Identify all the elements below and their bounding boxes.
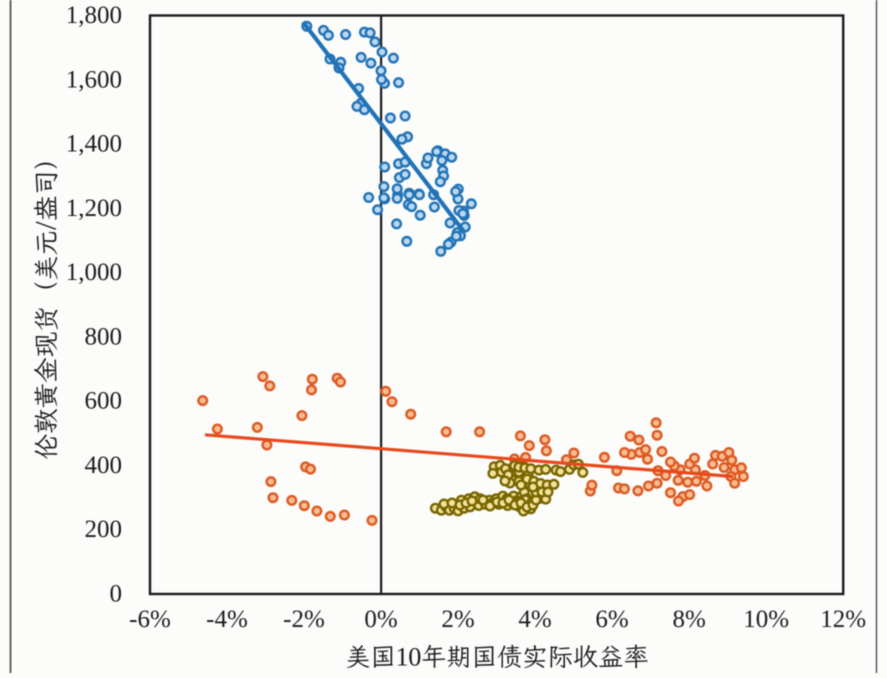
svg-text:1,400: 1,400 — [66, 131, 122, 158]
svg-text:-6%: -6% — [129, 606, 171, 633]
svg-text:10%: 10% — [743, 606, 789, 633]
svg-text:4%: 4% — [518, 606, 551, 633]
svg-text:800: 800 — [85, 323, 123, 350]
svg-text:600: 600 — [85, 388, 123, 415]
svg-text:0: 0 — [408, 643, 421, 672]
svg-text:0%: 0% — [364, 606, 397, 633]
svg-text:-4%: -4% — [206, 606, 248, 633]
svg-text:2%: 2% — [441, 606, 474, 633]
svg-text:12%: 12% — [820, 606, 866, 633]
svg-text:400: 400 — [85, 452, 123, 479]
svg-text:-2%: -2% — [283, 606, 325, 633]
svg-text:1,600: 1,600 — [66, 66, 122, 93]
svg-text:200: 200 — [85, 516, 123, 543]
svg-text:6%: 6% — [595, 606, 628, 633]
svg-text:0: 0 — [110, 581, 123, 608]
svg-text:1,200: 1,200 — [66, 195, 122, 222]
svg-text:1,800: 1,800 — [66, 2, 122, 29]
svg-text:1: 1 — [396, 643, 409, 672]
svg-text:8%: 8% — [673, 606, 706, 633]
svg-text:1,000: 1,000 — [66, 259, 122, 286]
